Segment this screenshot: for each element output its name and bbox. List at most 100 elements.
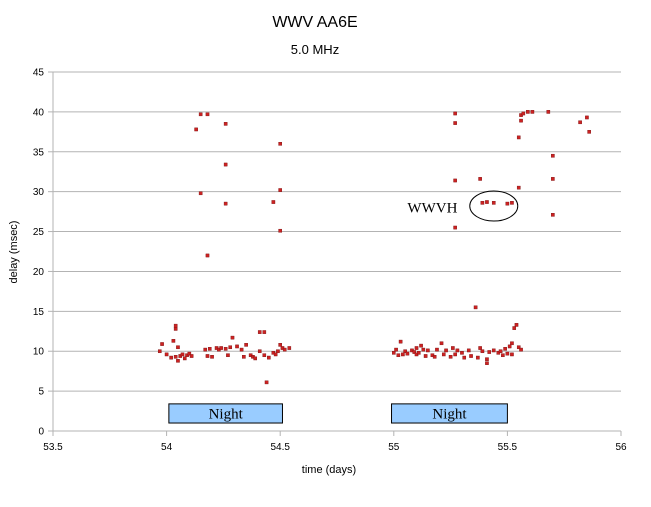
data-point xyxy=(230,335,235,340)
data-point xyxy=(516,345,521,350)
y-tick-label: 0 xyxy=(38,427,44,438)
data-point xyxy=(526,110,530,114)
y-tick-label: 15 xyxy=(33,307,45,318)
night-annotations: Night Night xyxy=(168,403,508,424)
data-point xyxy=(412,350,417,354)
data-point xyxy=(478,346,482,350)
data-point xyxy=(205,354,210,358)
data-point xyxy=(439,341,444,346)
data-point xyxy=(510,352,514,357)
x-tick-label: 54.5 xyxy=(270,442,290,453)
data-point xyxy=(278,188,283,192)
data-point xyxy=(173,323,178,328)
data-point xyxy=(223,122,228,126)
data-point xyxy=(257,330,262,334)
data-point xyxy=(519,118,523,123)
data-point xyxy=(478,177,482,181)
data-point xyxy=(287,346,292,350)
data-point xyxy=(403,349,407,354)
data-point xyxy=(207,347,212,351)
x-tick-label: 55.5 xyxy=(498,442,518,453)
data-point xyxy=(157,349,162,354)
data-point xyxy=(176,358,180,363)
night-box xyxy=(391,403,508,424)
data-point xyxy=(585,115,589,120)
data-point xyxy=(173,355,178,359)
data-point xyxy=(176,345,180,350)
data-point xyxy=(394,347,398,352)
data-point xyxy=(462,355,467,360)
y-tick-label: 20 xyxy=(33,267,45,278)
data-point xyxy=(223,347,228,351)
data-point xyxy=(278,141,283,146)
data-point xyxy=(173,327,178,331)
data-point xyxy=(466,348,471,353)
data-point xyxy=(205,112,210,117)
x-tick-label: 54 xyxy=(161,442,173,453)
data-point xyxy=(498,349,503,354)
data-point xyxy=(455,348,460,353)
data-point xyxy=(521,111,526,116)
y-tick-label: 45 xyxy=(33,68,45,79)
y-tick-labels: 0 5 10 15 20 25 30 35 40 45 xyxy=(33,68,45,438)
data-point xyxy=(578,120,582,125)
data-point xyxy=(235,344,239,349)
data-point xyxy=(267,355,271,360)
gridlines xyxy=(53,71,621,392)
data-point xyxy=(435,347,439,352)
data-point xyxy=(160,342,164,346)
data-point xyxy=(453,178,457,183)
data-point xyxy=(264,380,269,385)
x-tick-label: 53.5 xyxy=(43,442,63,453)
chart-subtitle: 5.0 MHz xyxy=(291,42,339,57)
data-point xyxy=(453,121,457,125)
data-point xyxy=(210,355,214,359)
data-point xyxy=(453,111,457,116)
data-point xyxy=(510,341,514,346)
data-point xyxy=(171,339,176,343)
data-point xyxy=(419,343,423,348)
data-point xyxy=(516,135,521,140)
data-point xyxy=(551,177,555,181)
y-tick-label: 30 xyxy=(33,187,45,198)
data-point xyxy=(198,191,203,196)
night-label: Night xyxy=(209,406,244,422)
data-point xyxy=(485,357,489,362)
wwvh-circle xyxy=(469,190,519,222)
data-point xyxy=(546,110,551,114)
data-point xyxy=(273,352,278,357)
x-tick-label: 55 xyxy=(388,442,400,453)
data-point xyxy=(198,112,203,117)
data-point xyxy=(519,347,523,352)
wwvh-label: WWVH xyxy=(407,201,457,217)
data-point xyxy=(480,349,485,354)
data-point xyxy=(451,346,455,350)
data-points xyxy=(157,110,591,385)
data-point xyxy=(223,201,228,206)
data-point xyxy=(551,213,555,217)
data-point xyxy=(276,349,280,354)
data-point xyxy=(441,352,446,357)
data-point xyxy=(473,305,478,310)
data-point xyxy=(187,351,192,356)
data-point xyxy=(448,355,453,359)
data-point xyxy=(228,345,233,350)
data-point xyxy=(244,343,248,347)
x-tick-labels: 53.5 54 54.5 55 55.5 56 xyxy=(43,442,627,453)
data-point xyxy=(278,343,283,347)
data-point xyxy=(398,339,403,344)
data-point xyxy=(262,330,267,334)
data-point xyxy=(469,354,473,358)
data-point xyxy=(226,353,230,358)
data-point xyxy=(182,356,187,361)
data-point xyxy=(485,361,489,365)
data-point xyxy=(405,351,410,356)
data-point xyxy=(396,353,401,358)
data-point xyxy=(432,355,437,359)
data-point xyxy=(180,352,185,357)
data-point xyxy=(203,347,208,352)
night-box xyxy=(168,403,283,424)
data-point xyxy=(392,351,396,355)
data-point xyxy=(510,201,514,205)
data-point xyxy=(453,352,457,357)
